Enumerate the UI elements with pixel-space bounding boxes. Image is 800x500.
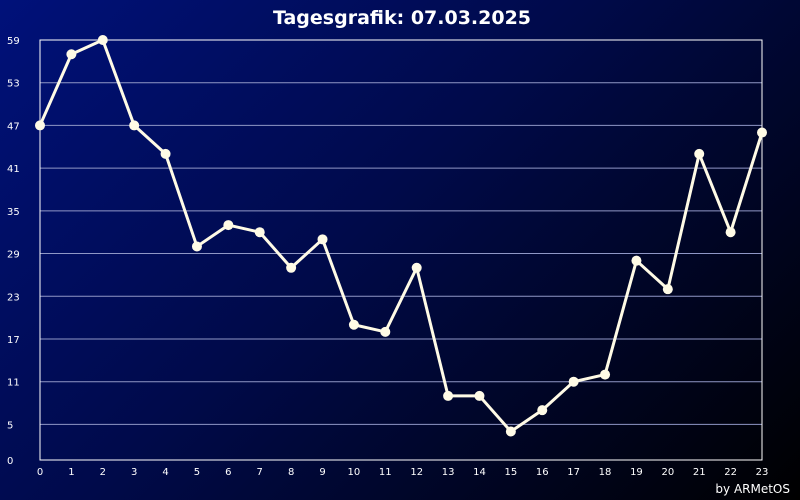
x-tick-label: 14 bbox=[473, 467, 486, 478]
x-tick-label: 17 bbox=[567, 467, 580, 478]
data-point bbox=[505, 426, 516, 437]
y-tick-label: 35 bbox=[7, 207, 20, 218]
x-tick-label: 5 bbox=[194, 467, 200, 478]
data-point bbox=[348, 319, 359, 330]
credit-label: by ARMetOS bbox=[715, 482, 790, 496]
x-tick-label: 6 bbox=[225, 467, 231, 478]
data-point bbox=[97, 35, 108, 45]
data-point bbox=[662, 284, 673, 295]
x-tick-label: 22 bbox=[724, 467, 737, 478]
y-tick-label: 23 bbox=[7, 292, 20, 303]
chart-title: Tagesgrafik: 07.03.2025 bbox=[273, 7, 531, 29]
y-tick-label: 53 bbox=[7, 79, 20, 90]
data-point bbox=[66, 49, 77, 60]
data-point bbox=[191, 241, 202, 252]
data-point bbox=[411, 262, 422, 273]
data-point bbox=[474, 390, 485, 401]
x-tick-label: 21 bbox=[693, 467, 706, 478]
y-tick-label: 11 bbox=[7, 378, 20, 389]
x-tick-label: 15 bbox=[505, 467, 518, 478]
x-tick-label: 9 bbox=[319, 467, 325, 478]
data-point bbox=[600, 369, 611, 380]
plot-frame bbox=[39, 39, 763, 461]
y-tick-label: 17 bbox=[7, 335, 20, 346]
y-tick-label: 59 bbox=[7, 36, 20, 47]
x-tick-label: 8 bbox=[288, 467, 294, 478]
x-tick-label: 19 bbox=[630, 467, 643, 478]
data-point bbox=[725, 227, 736, 238]
x-tick-label: 7 bbox=[257, 467, 263, 478]
data-point bbox=[380, 326, 391, 337]
data-point bbox=[286, 262, 297, 273]
data-point bbox=[631, 255, 642, 266]
data-point bbox=[129, 120, 140, 131]
series-layer bbox=[35, 35, 767, 437]
x-tick-label: 12 bbox=[410, 467, 423, 478]
x-tick-label: 1 bbox=[68, 467, 74, 478]
y-tick-label: 29 bbox=[7, 250, 20, 261]
data-point bbox=[160, 148, 171, 159]
x-tick-label: 20 bbox=[661, 467, 674, 478]
x-tick-label: 2 bbox=[100, 467, 106, 478]
series-line bbox=[38, 38, 764, 434]
data-point bbox=[757, 127, 767, 138]
x-tick-label: 0 bbox=[37, 467, 43, 478]
x-tick-label: 16 bbox=[536, 467, 549, 478]
data-point bbox=[254, 227, 265, 238]
y-tick-label: 5 bbox=[7, 420, 13, 431]
x-tick-label: 3 bbox=[131, 467, 137, 478]
data-point bbox=[537, 405, 548, 416]
data-point bbox=[443, 390, 454, 401]
x-tick-label: 23 bbox=[756, 467, 769, 478]
x-tick-label: 11 bbox=[379, 467, 392, 478]
x-tick-label: 10 bbox=[348, 467, 361, 478]
grid-layer bbox=[40, 39, 762, 425]
x-tick-label: 18 bbox=[599, 467, 612, 478]
y-tick-label: 0 bbox=[7, 456, 13, 467]
data-point bbox=[317, 234, 328, 245]
data-point bbox=[35, 120, 45, 131]
x-tick-label: 13 bbox=[442, 467, 455, 478]
data-point bbox=[223, 220, 234, 231]
data-point bbox=[568, 376, 579, 387]
x-tick-label: 4 bbox=[162, 467, 168, 478]
y-tick-label: 47 bbox=[7, 121, 20, 132]
data-point bbox=[694, 148, 705, 159]
y-tick-label: 41 bbox=[7, 164, 20, 175]
